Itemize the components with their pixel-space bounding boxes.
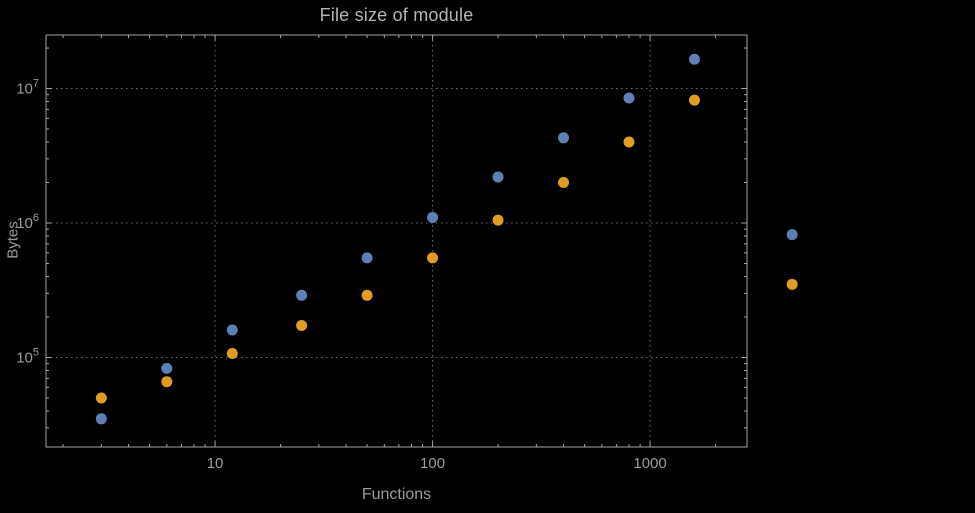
blue-series-point <box>558 132 570 144</box>
orange-series-point <box>95 392 107 404</box>
orange-series-point <box>226 348 238 360</box>
orange-series-point <box>558 177 570 189</box>
blue-series-point <box>95 413 107 425</box>
y-tick-label: 105 <box>16 346 39 366</box>
orange-series-point <box>296 319 308 331</box>
x-tick-label: 1000 <box>633 455 666 472</box>
x-tick-label: 100 <box>420 455 445 472</box>
blue-series-point <box>688 53 700 65</box>
blue-series-point <box>786 229 798 241</box>
orange-series-point <box>688 94 700 106</box>
orange-series-point <box>361 289 373 301</box>
plot-frame <box>45 34 748 448</box>
blue-series-point <box>623 92 635 104</box>
orange-series-point <box>427 252 439 264</box>
x-tick-label: 10 <box>207 455 224 472</box>
blue-series-point <box>161 362 173 374</box>
chart-title: File size of module <box>319 5 474 25</box>
blue-series-point <box>361 252 373 264</box>
blue-series-point <box>296 289 308 301</box>
orange-series-point <box>492 214 504 226</box>
blue-series-point <box>492 171 504 183</box>
blue-series-point <box>427 211 439 223</box>
y-tick-label: 106 <box>16 212 39 232</box>
orange-series-point <box>623 136 635 148</box>
y-tick-label: 107 <box>16 78 39 98</box>
orange-series-point <box>786 278 798 290</box>
orange-series-point <box>161 376 173 388</box>
blue-series-point <box>226 324 238 336</box>
x-axis-label: Functions <box>361 486 432 503</box>
